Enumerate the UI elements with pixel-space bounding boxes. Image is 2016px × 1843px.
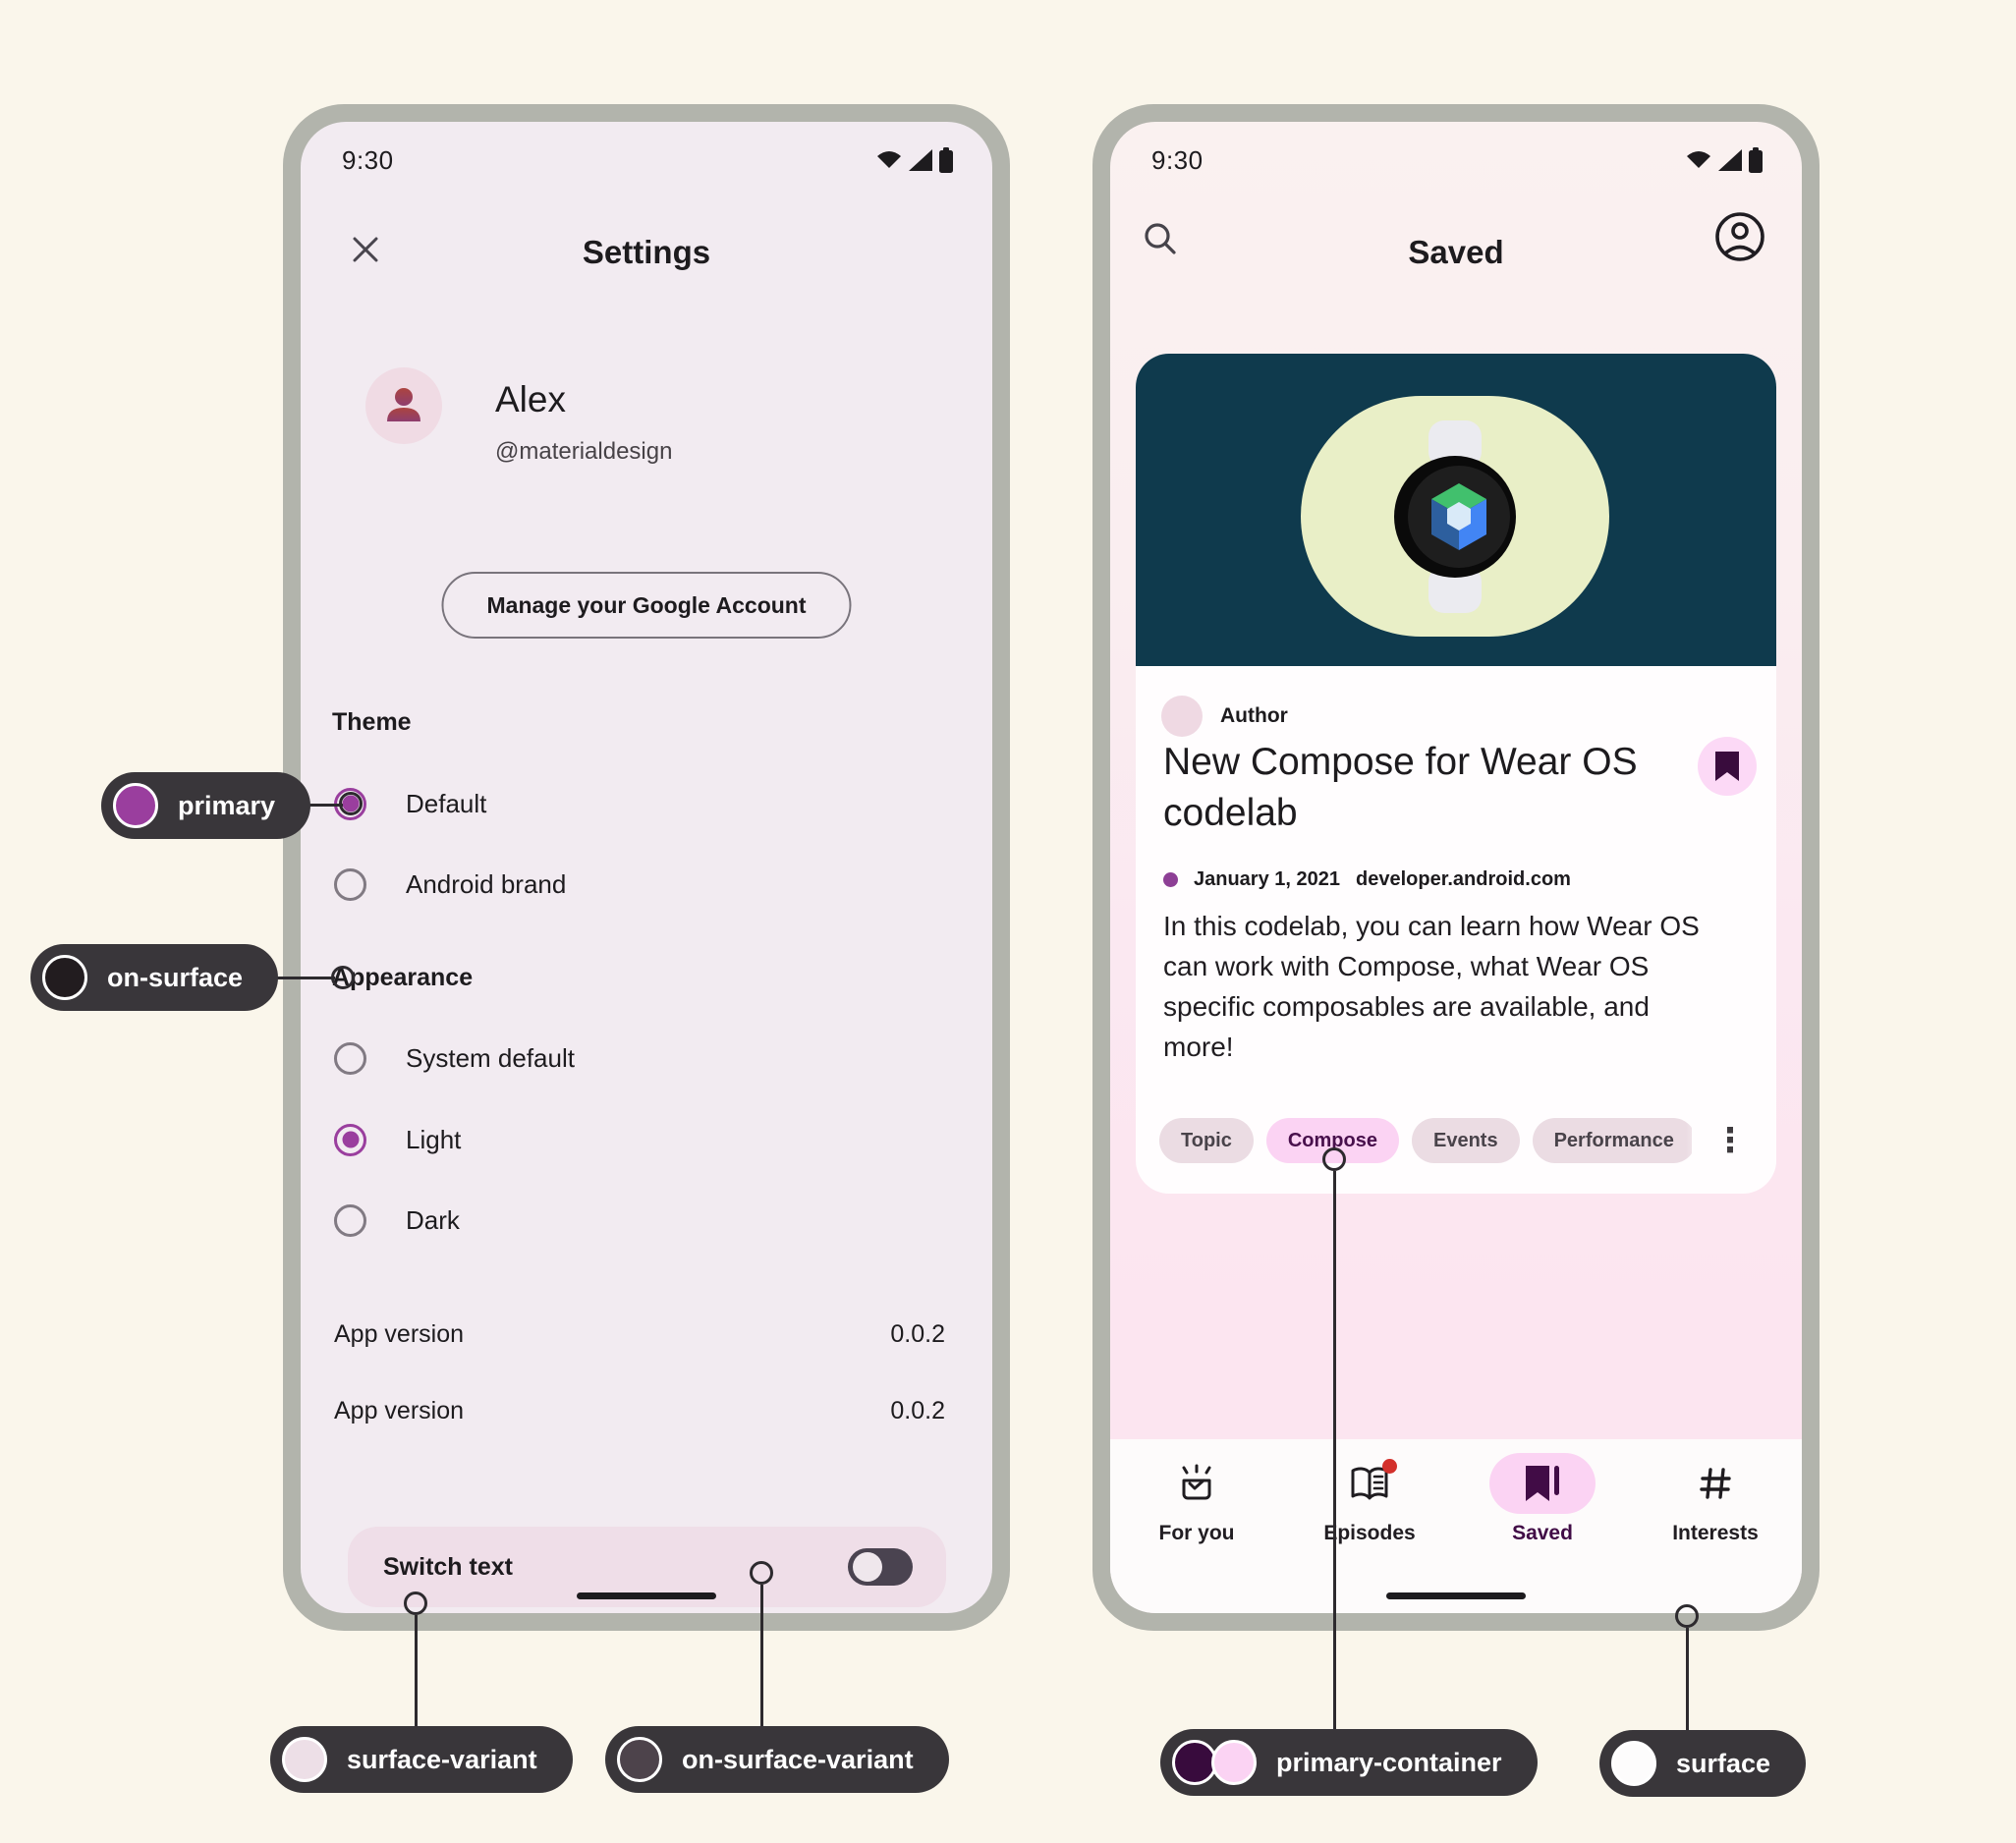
- settings-phone-frame: 9:30 Settings Alex @materialdesign: [283, 104, 1010, 1631]
- page-title: Saved: [1408, 234, 1504, 270]
- nav-item-episodes[interactable]: Episodes: [1283, 1439, 1456, 1613]
- color-swatch: [282, 1737, 327, 1782]
- bottom-nav-bar: For you Episodes: [1110, 1439, 1802, 1613]
- author-avatar: [1161, 696, 1203, 737]
- episodes-icon: [1351, 1467, 1388, 1500]
- wear-os-watch-illustration: [1394, 419, 1516, 613]
- status-bar: 9:30: [342, 143, 953, 177]
- search-icon[interactable]: [1140, 218, 1183, 261]
- callout-line-surface-variant: [415, 1615, 418, 1727]
- status-icons: [876, 147, 953, 173]
- person-icon: [387, 388, 420, 421]
- saved-phone-frame: 9:30 Saved: [1092, 104, 1820, 1631]
- article-meta: January 1, 2021 developer.android.com: [1163, 868, 1571, 891]
- notification-badge: [1382, 1459, 1397, 1474]
- battery-icon: [1749, 147, 1763, 173]
- status-time: 9:30: [1151, 144, 1204, 175]
- saved-icon: [1526, 1466, 1559, 1501]
- wifi-icon: [877, 151, 901, 168]
- callout-ring-surface: [1675, 1604, 1699, 1628]
- avatar: [365, 367, 442, 444]
- callout-on-surface-variant: on-surface-variant: [605, 1726, 949, 1793]
- wifi-icon: [1687, 151, 1710, 168]
- toggle-switch[interactable]: [848, 1548, 913, 1586]
- author-row: Author: [1161, 696, 1288, 737]
- chip-topic[interactable]: Topic: [1159, 1118, 1254, 1163]
- app-version-row: App version 0.0.2: [334, 1397, 945, 1424]
- nav-item-saved[interactable]: Saved: [1456, 1439, 1629, 1613]
- app-version-row: App version 0.0.2: [334, 1320, 945, 1348]
- chips-row: Topic Compose Events Performance: [1159, 1118, 1692, 1163]
- page-title: Settings: [582, 234, 711, 270]
- radio-row-system-default[interactable]: System default: [334, 1036, 575, 1080]
- gesture-nav-handle[interactable]: [1386, 1592, 1526, 1599]
- callout-line-primary-container: [1333, 1171, 1336, 1729]
- nav-item-interests[interactable]: Interests: [1629, 1439, 1802, 1613]
- article-source: developer.android.com: [1356, 868, 1571, 890]
- radio-unselected-icon[interactable]: [334, 867, 366, 901]
- chips-fade-scrim: [1686, 1110, 1776, 1171]
- overflow-menu-icon[interactable]: ⋮: [1713, 1122, 1747, 1159]
- radio-row-android-brand[interactable]: Android brand: [334, 863, 566, 906]
- manage-account-button[interactable]: Manage your Google Account: [441, 572, 852, 639]
- article-title: New Compose for Wear OS codelab: [1163, 741, 1638, 834]
- bookmark-icon: [1715, 752, 1739, 781]
- section-title-appearance: Appearance: [332, 964, 474, 991]
- radio-unselected-icon[interactable]: [334, 1203, 366, 1237]
- nav-item-for-you[interactable]: For you: [1110, 1439, 1283, 1613]
- section-title-theme: Theme: [332, 708, 412, 736]
- hero-blob: [1301, 396, 1609, 637]
- status-bar: 9:30: [1151, 143, 1763, 177]
- saved-screen: 9:30 Saved: [1110, 122, 1802, 1613]
- saved-article-card[interactable]: Author New Compose for Wear OS codelab J…: [1136, 354, 1776, 1194]
- callout-primary-container: primary-container: [1160, 1729, 1538, 1796]
- color-swatch: [42, 955, 87, 1000]
- bullet-dot-icon: [1163, 872, 1178, 887]
- signal-icon: [1718, 149, 1742, 171]
- bookmark-button[interactable]: [1698, 737, 1757, 796]
- status-time: 9:30: [342, 144, 394, 175]
- callout-ring-on-surface-variant: [750, 1561, 773, 1585]
- chip-events[interactable]: Events: [1411, 1118, 1520, 1163]
- radio-row-light[interactable]: Light: [334, 1118, 461, 1161]
- article-date: January 1, 2021: [1194, 868, 1340, 890]
- callout-surface: surface: [1599, 1730, 1807, 1797]
- article-description: In this codelab, you can learn how Wear …: [1163, 911, 1700, 1062]
- callout-ring-surface-variant: [404, 1592, 427, 1615]
- callout-line-on-surface-variant: [760, 1585, 763, 1727]
- card-hero-banner: [1136, 354, 1776, 666]
- callout-surface-variant: surface-variant: [270, 1726, 573, 1793]
- color-swatch: [617, 1737, 662, 1782]
- interests-hash-icon: [1700, 1468, 1731, 1499]
- for-you-icon: [1182, 1464, 1211, 1500]
- author-label: Author: [1220, 704, 1288, 727]
- callout-ring-primary: [339, 792, 363, 815]
- settings-screen: 9:30 Settings Alex @materialdesign: [301, 122, 992, 1613]
- signal-icon: [909, 149, 932, 171]
- callout-primary: primary: [101, 772, 311, 839]
- radio-unselected-icon[interactable]: [334, 1041, 366, 1075]
- color-swatch: [113, 783, 158, 828]
- color-swatch: [1611, 1741, 1656, 1786]
- callout-ring-primary-container: [1322, 1147, 1346, 1171]
- radio-selected-icon[interactable]: [334, 1123, 366, 1156]
- chip-performance[interactable]: Performance: [1532, 1118, 1692, 1163]
- battery-icon: [939, 147, 953, 173]
- color-swatch: [1172, 1740, 1217, 1785]
- color-swatch: [1211, 1740, 1257, 1785]
- switch-thumb[interactable]: [853, 1552, 882, 1582]
- profile-handle: @materialdesign: [495, 438, 673, 465]
- status-icons: [1686, 147, 1763, 173]
- profile-name: Alex: [495, 379, 566, 419]
- callout-line-on-surface: [242, 977, 335, 979]
- switch-label: Switch text: [383, 1552, 513, 1581]
- account-circle-icon[interactable]: [1713, 210, 1766, 263]
- gesture-nav-handle[interactable]: [577, 1592, 716, 1599]
- callout-ring-on-surface: [331, 966, 355, 989]
- radio-row-dark[interactable]: Dark: [334, 1199, 460, 1242]
- close-icon[interactable]: [348, 232, 387, 271]
- callout-line-surface: [1686, 1628, 1689, 1732]
- callout-on-surface: on-surface: [30, 944, 279, 1011]
